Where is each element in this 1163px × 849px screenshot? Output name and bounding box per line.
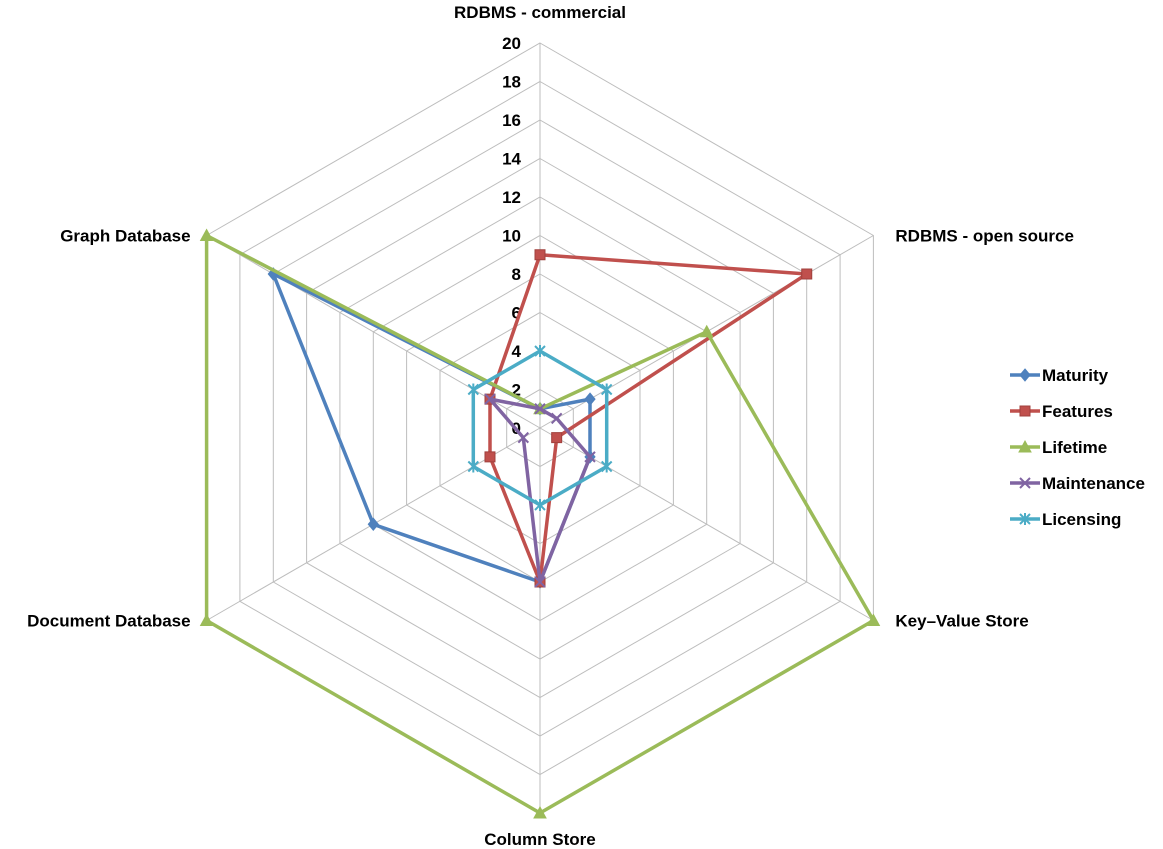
category-label: RDBMS - commercial xyxy=(454,3,626,22)
tick-label: 20 xyxy=(502,34,521,53)
data-point xyxy=(801,268,813,280)
data-point xyxy=(534,249,546,261)
series-line xyxy=(271,272,592,584)
data-point xyxy=(584,451,596,463)
legend-item: Maintenance xyxy=(1010,474,1145,493)
category-label: Document Database xyxy=(27,612,190,631)
series-line xyxy=(488,253,809,584)
legend-label: Features xyxy=(1042,402,1113,421)
data-point xyxy=(600,460,613,473)
data-point xyxy=(467,460,480,473)
category-label: RDBMS - open source xyxy=(895,227,1074,246)
data-point xyxy=(600,383,613,396)
category-label: Graph Database xyxy=(60,227,190,246)
data-point xyxy=(517,431,530,444)
legend-label: Maturity xyxy=(1042,366,1109,385)
category-labels: RDBMS - commercial RDBMS - open source Key… xyxy=(27,3,1074,849)
data-point xyxy=(534,576,546,588)
legend-marker xyxy=(1019,477,1031,489)
tick-label: 14 xyxy=(502,150,521,169)
axis-spoke xyxy=(206,235,541,429)
legend-marker xyxy=(1019,405,1031,417)
tick-label: 6 xyxy=(512,304,521,323)
legend-label: Lifetime xyxy=(1042,438,1107,457)
tick-label: 8 xyxy=(512,265,521,284)
tick-label: 2 xyxy=(512,381,521,400)
series-maintenance xyxy=(484,393,596,588)
data-point xyxy=(584,392,596,406)
data-point xyxy=(551,432,563,444)
data-point xyxy=(534,345,546,357)
legend-marker xyxy=(1019,513,1031,525)
data-point xyxy=(484,393,496,405)
data-point xyxy=(534,403,546,415)
legend-marker xyxy=(1018,439,1032,453)
tick-label: 12 xyxy=(502,188,521,207)
data-point xyxy=(699,324,714,338)
data-point xyxy=(467,383,480,396)
data-point xyxy=(866,613,881,626)
legend-item: Lifetime xyxy=(1010,438,1107,457)
tick-label: 18 xyxy=(502,73,521,92)
tick-label: 4 xyxy=(512,342,522,361)
data-point xyxy=(484,451,496,463)
data-point xyxy=(534,499,546,511)
series-layer xyxy=(199,228,881,819)
legend-label: Maintenance xyxy=(1042,474,1145,493)
legend-item: Maturity xyxy=(1010,366,1109,385)
data-point xyxy=(533,805,547,819)
data-point xyxy=(199,613,214,626)
category-label: Column Store xyxy=(484,830,595,849)
legend-item: Licensing xyxy=(1010,510,1121,529)
legend-label: Licensing xyxy=(1042,510,1121,529)
tick-label: 10 xyxy=(502,227,521,246)
legend: Maturity Features Lifetime Maintenance Licen… xyxy=(1010,366,1145,529)
data-point xyxy=(550,412,563,425)
tick-label: 16 xyxy=(502,111,521,130)
data-point xyxy=(199,228,214,241)
data-point xyxy=(367,517,379,532)
legend-marker xyxy=(1019,368,1031,382)
legend-item: Features xyxy=(1010,402,1113,421)
grid xyxy=(206,42,874,814)
series-licensing xyxy=(467,345,613,511)
category-label: Key–Value Store xyxy=(895,612,1028,631)
axis-spoke xyxy=(539,427,874,621)
